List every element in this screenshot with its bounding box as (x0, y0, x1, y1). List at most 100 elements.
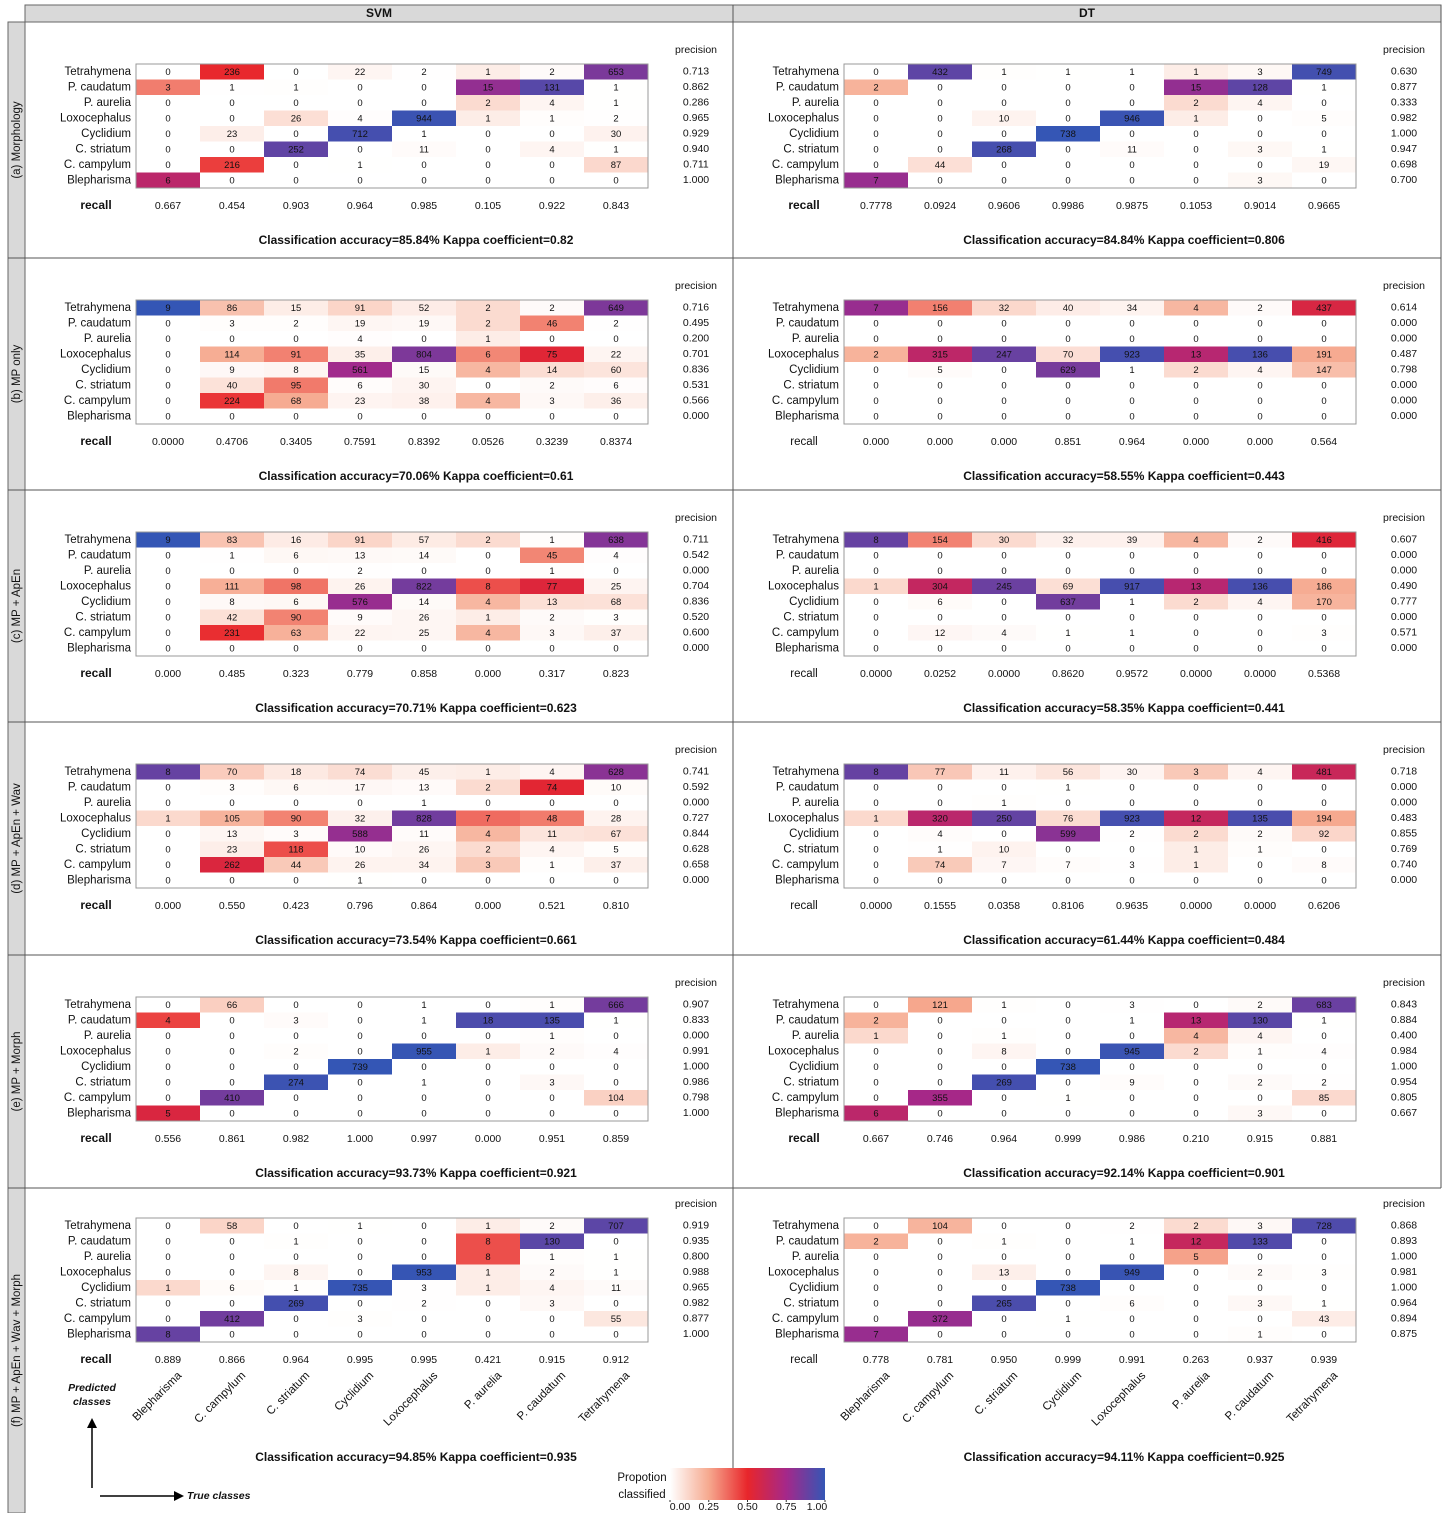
cell-value: 194 (1316, 813, 1332, 824)
cell (200, 1012, 264, 1028)
cell (136, 362, 200, 378)
cell (392, 408, 456, 424)
cell (392, 997, 456, 1013)
cell (200, 1218, 264, 1234)
recall-value: 0.000 (1247, 436, 1273, 448)
cell (584, 157, 648, 173)
cell (1036, 393, 1100, 409)
cell-value: 0 (1001, 1093, 1006, 1104)
cell-value: 0 (1065, 643, 1070, 654)
cell-value: 0 (165, 1031, 170, 1042)
cell-value: 10 (999, 844, 1010, 855)
cell-value: 0 (1001, 782, 1006, 793)
cell (392, 1326, 456, 1342)
matrix-frame (135, 299, 649, 425)
column-label: Tetrahymena (577, 1369, 633, 1425)
cell-value: 0 (1001, 160, 1006, 171)
cell-value: 0 (1129, 411, 1134, 422)
recall-value: 0.0358 (988, 900, 1020, 912)
cell (264, 1280, 328, 1296)
cell (136, 1249, 200, 1265)
cell (1164, 563, 1228, 579)
cell-value: 0 (1193, 129, 1198, 140)
cell (584, 362, 648, 378)
cell-value: 0 (357, 1093, 362, 1104)
cell-value: 6 (357, 380, 362, 391)
cell (1164, 1012, 1228, 1028)
recall-value: 0.866 (219, 1354, 245, 1366)
cell (1292, 1090, 1356, 1106)
side-bar (7, 21, 26, 1513)
cell (1036, 172, 1100, 188)
cell (136, 141, 200, 157)
cell (1036, 1218, 1100, 1234)
precision-value: 0.701 (683, 348, 709, 360)
cell (908, 1249, 972, 1265)
row-label: Loxocephalus (768, 1045, 839, 1057)
cell-value: 3 (229, 782, 234, 793)
cell-value: 6 (937, 597, 942, 608)
cell-value: 0 (873, 1298, 878, 1309)
cell-value: 0 (485, 1298, 490, 1309)
cell-value: 0 (165, 782, 170, 793)
cell-value: 1 (421, 798, 426, 809)
cell-value: 90 (291, 612, 302, 623)
cell-value: 42 (227, 612, 238, 623)
recall-value: 0.859 (603, 1133, 629, 1145)
row-label: Cyclidium (81, 1061, 131, 1073)
column-label: P. caudatum (515, 1370, 568, 1423)
cell (1164, 1295, 1228, 1311)
precision-value: 0.607 (1391, 534, 1417, 546)
cell (972, 315, 1036, 331)
cell-value: 0 (873, 1314, 878, 1325)
cell-value: 3 (1257, 67, 1262, 78)
cell-value: 0 (1321, 334, 1326, 345)
caption: Classification accuracy=70.06% Kappa coe… (259, 469, 574, 483)
cell (392, 1012, 456, 1028)
cell-value: 0 (873, 1093, 878, 1104)
row-label: P. aurelia (792, 1251, 840, 1263)
cell (908, 1059, 972, 1075)
cell (972, 997, 1036, 1013)
cell-value: 1 (613, 82, 618, 93)
cell (1036, 141, 1100, 157)
cell-value: 0 (1065, 1236, 1070, 1247)
precision-value: 0.592 (683, 781, 709, 793)
cell-value: 60 (611, 365, 622, 376)
cell (1228, 300, 1292, 316)
cell (972, 1012, 1036, 1028)
cell (1100, 1218, 1164, 1234)
precision-value: 0.935 (683, 1235, 709, 1247)
cell-value: 0 (1257, 612, 1262, 623)
cell-value: 1 (1321, 82, 1326, 93)
cell (844, 1233, 908, 1249)
cell-value: 0 (165, 113, 170, 124)
cell-value: 0 (485, 1077, 490, 1088)
cell (1292, 594, 1356, 610)
cell-value: 30 (1127, 767, 1138, 778)
cell-value: 5 (613, 844, 618, 855)
cell-value: 38 (419, 396, 430, 407)
cell (456, 563, 520, 579)
row-label: Loxocephalus (768, 1266, 839, 1278)
cell-value: 0 (1193, 380, 1198, 391)
cell (1292, 331, 1356, 347)
cell-value: 0 (1257, 798, 1262, 809)
cell (1100, 1326, 1164, 1342)
cell-value: 0 (1257, 1093, 1262, 1104)
cell (908, 779, 972, 795)
cell-value: 4 (549, 144, 554, 155)
cell (520, 1090, 584, 1106)
cell (456, 1074, 520, 1090)
cell-value: 0 (485, 550, 490, 561)
cell (972, 578, 1036, 594)
cell-value: 0 (165, 643, 170, 654)
cell (584, 1012, 648, 1028)
cell (972, 346, 1036, 362)
cell (1228, 1264, 1292, 1280)
cell-value: 156 (932, 303, 948, 314)
precision-value: 0.698 (1391, 159, 1417, 171)
cell (200, 1074, 264, 1090)
precision-label: precision (675, 744, 717, 756)
cell-value: 30 (999, 535, 1010, 546)
